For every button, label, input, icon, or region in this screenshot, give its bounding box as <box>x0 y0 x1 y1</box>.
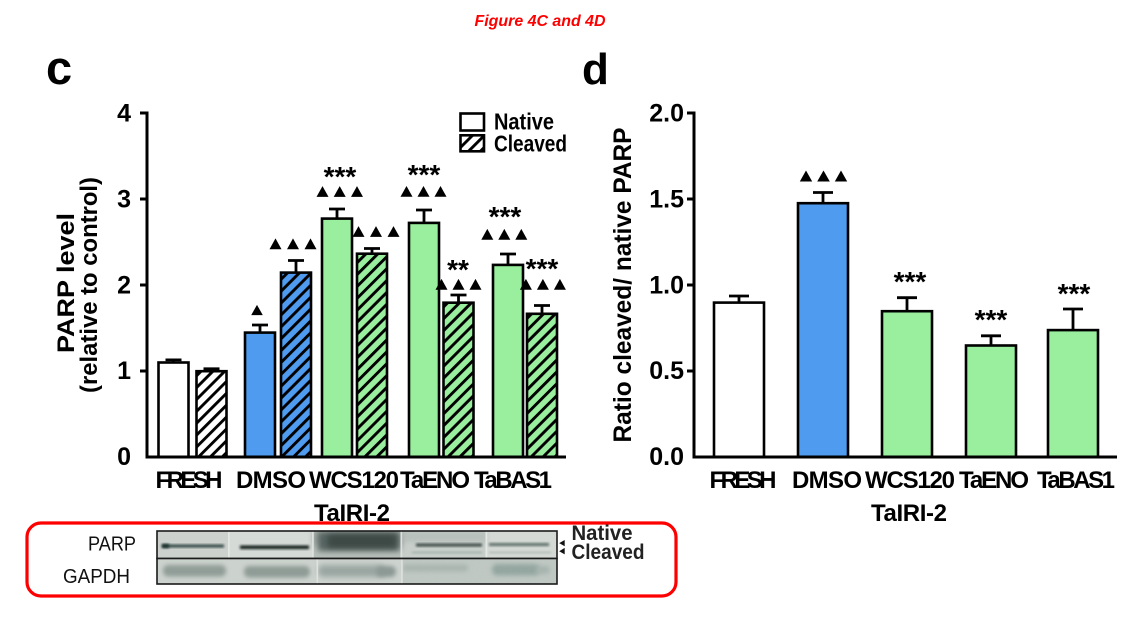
svg-text:DMSO: DMSO <box>236 467 306 494</box>
svg-text:WCS120: WCS120 <box>309 467 399 494</box>
svg-text:GAPDH: GAPDH <box>63 566 130 588</box>
svg-text:TaIRI-2: TaIRI-2 <box>871 500 947 527</box>
svg-text:0.0: 0.0 <box>649 443 684 471</box>
svg-text:1.5: 1.5 <box>649 186 684 214</box>
svg-text:(relative to control): (relative to control) <box>76 177 103 393</box>
svg-text:PARP: PARP <box>88 534 136 556</box>
svg-text:***: *** <box>526 253 559 284</box>
svg-text:Cleaved: Cleaved <box>494 131 567 157</box>
svg-text:Ratio cleaved/ native PARP: Ratio cleaved/ native PARP <box>609 128 637 443</box>
svg-text:2: 2 <box>117 271 131 299</box>
svg-text:PARP level: PARP level <box>53 213 80 353</box>
svg-text:Native: Native <box>494 109 554 135</box>
svg-text:TaENO: TaENO <box>400 467 470 494</box>
svg-text:FRESH: FRESH <box>710 467 777 494</box>
svg-text:0: 0 <box>117 443 131 471</box>
svg-text:TaBAS1: TaBAS1 <box>474 467 552 494</box>
svg-text:FRESH: FRESH <box>156 467 223 494</box>
svg-text:Native: Native <box>572 522 633 545</box>
svg-text:2.0: 2.0 <box>649 100 684 128</box>
svg-text:0.5: 0.5 <box>649 357 684 385</box>
svg-text:***: *** <box>975 304 1008 335</box>
svg-text:Cleaved: Cleaved <box>572 541 645 564</box>
svg-text:Figure 4C and 4D: Figure 4C and 4D <box>475 13 606 30</box>
svg-text:DMSO: DMSO <box>792 467 862 494</box>
svg-text:***: *** <box>489 201 522 232</box>
svg-text:1: 1 <box>117 357 131 385</box>
svg-text:***: *** <box>408 159 441 190</box>
svg-text:TaENO: TaENO <box>959 467 1029 494</box>
svg-text:1.0: 1.0 <box>649 271 684 299</box>
svg-text:***: *** <box>1058 278 1091 309</box>
svg-text:**: ** <box>447 254 469 285</box>
svg-text:***: *** <box>894 266 927 297</box>
svg-text:4: 4 <box>117 100 131 128</box>
svg-text:d: d <box>582 45 609 94</box>
svg-text:c: c <box>46 41 72 94</box>
svg-text:3: 3 <box>117 186 131 214</box>
svg-text:TaBAS1: TaBAS1 <box>1037 467 1115 494</box>
svg-text:WCS120: WCS120 <box>865 467 955 494</box>
